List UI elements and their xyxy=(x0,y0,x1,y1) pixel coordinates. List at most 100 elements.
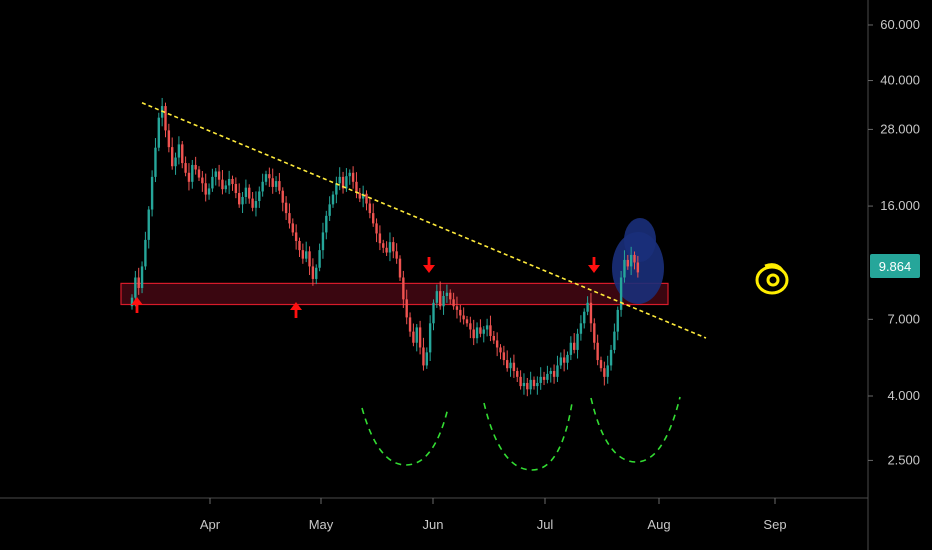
candle-body xyxy=(248,187,251,199)
price-axis[interactable]: 60.000 40.000 28.000 16.000 7.000 4.000 2.500 xyxy=(868,17,920,467)
candle-body xyxy=(207,188,211,195)
support-zone xyxy=(120,282,669,306)
candle-body xyxy=(385,247,388,253)
x-tick-label: May xyxy=(309,517,334,532)
candle-body xyxy=(579,323,583,334)
candle-body xyxy=(217,171,221,180)
candle-body xyxy=(593,323,596,343)
candle-body xyxy=(197,169,201,178)
candle-body xyxy=(308,251,311,267)
candle-body xyxy=(338,176,341,184)
candle-body xyxy=(432,302,435,324)
cup-curve-1 xyxy=(361,407,449,466)
candle-body xyxy=(335,183,338,195)
candle-body xyxy=(331,194,335,205)
candle-body xyxy=(368,203,372,214)
candle-body xyxy=(539,376,542,383)
candle-body xyxy=(204,183,207,195)
candle-body xyxy=(274,181,278,187)
candle-body xyxy=(244,187,248,197)
candle-body xyxy=(566,354,569,363)
candle-body xyxy=(408,317,412,332)
candle-body xyxy=(479,327,482,334)
candle-body xyxy=(489,325,492,336)
candle-body xyxy=(462,315,465,320)
candle-body xyxy=(633,254,636,263)
candle-body xyxy=(412,331,415,343)
candle-body xyxy=(258,191,261,202)
y-tick-label: 60.000 xyxy=(880,17,920,32)
candle-body xyxy=(171,147,174,167)
candle-body xyxy=(211,176,214,189)
candle-body xyxy=(348,172,351,177)
candle-body xyxy=(328,204,331,216)
candle-body xyxy=(402,277,405,300)
candle-body xyxy=(268,174,271,179)
last-price-badge: 9.864 xyxy=(870,254,920,278)
down-arrow-jun xyxy=(423,257,435,273)
candle-body xyxy=(358,193,361,199)
candle-body xyxy=(355,181,358,194)
candle-body xyxy=(388,242,392,253)
candle-body xyxy=(465,319,469,324)
candle-body xyxy=(452,299,455,307)
candle-body xyxy=(130,297,134,307)
candle-body xyxy=(619,277,623,310)
candle-body xyxy=(281,190,284,203)
candle-body xyxy=(278,181,281,191)
candle-body xyxy=(603,368,606,377)
candle-body xyxy=(522,382,526,387)
candle-body xyxy=(589,302,593,324)
candle-body xyxy=(224,185,227,190)
last-price-badge-bg xyxy=(870,254,920,278)
time-axis[interactable]: Apr May Jun Jul Aug Sep xyxy=(200,498,787,532)
candle-body xyxy=(636,262,640,273)
arrow-head xyxy=(423,265,435,273)
candle-body xyxy=(506,360,509,369)
candle-body xyxy=(445,292,449,296)
candle-body xyxy=(569,342,573,355)
candle-body xyxy=(241,196,244,205)
x-tick-label: Jun xyxy=(423,517,444,532)
candle-body xyxy=(284,202,288,214)
eye-icon xyxy=(755,263,789,295)
candle-body xyxy=(191,164,194,182)
candle-body xyxy=(559,357,562,366)
candle-body xyxy=(365,193,368,204)
candle-body xyxy=(238,193,241,205)
candle-body xyxy=(542,376,546,380)
candle-body xyxy=(234,183,238,194)
candle-body xyxy=(599,360,603,369)
annotations-front xyxy=(131,102,789,471)
candle-body xyxy=(398,258,402,278)
highlight-blob-top xyxy=(624,218,656,262)
candle-body xyxy=(562,357,566,363)
candle-body xyxy=(140,266,144,288)
candle-body xyxy=(475,327,479,339)
candle-body xyxy=(556,365,559,377)
eye-icon-lash xyxy=(764,263,784,271)
candle-body xyxy=(472,329,475,339)
eye-icon-outline xyxy=(755,265,789,295)
y-tick-label: 40.000 xyxy=(880,73,920,88)
candle-body xyxy=(586,302,589,312)
candle-body xyxy=(626,259,629,267)
trendline xyxy=(141,102,707,339)
candle-body xyxy=(609,349,613,366)
candle-body xyxy=(536,382,539,387)
y-tick-label: 28.000 xyxy=(880,121,920,136)
candle-body xyxy=(422,347,425,366)
candle-body xyxy=(345,176,348,189)
candle-body xyxy=(167,130,171,148)
candle-body xyxy=(221,179,224,190)
arrow-head xyxy=(588,265,600,273)
candle-body xyxy=(361,193,365,199)
candle-body xyxy=(415,327,418,343)
cup-curve-2 xyxy=(483,402,573,471)
candle-body xyxy=(372,213,375,224)
candle-body xyxy=(351,172,355,182)
candle-body xyxy=(405,299,408,318)
candle-body xyxy=(499,347,502,353)
